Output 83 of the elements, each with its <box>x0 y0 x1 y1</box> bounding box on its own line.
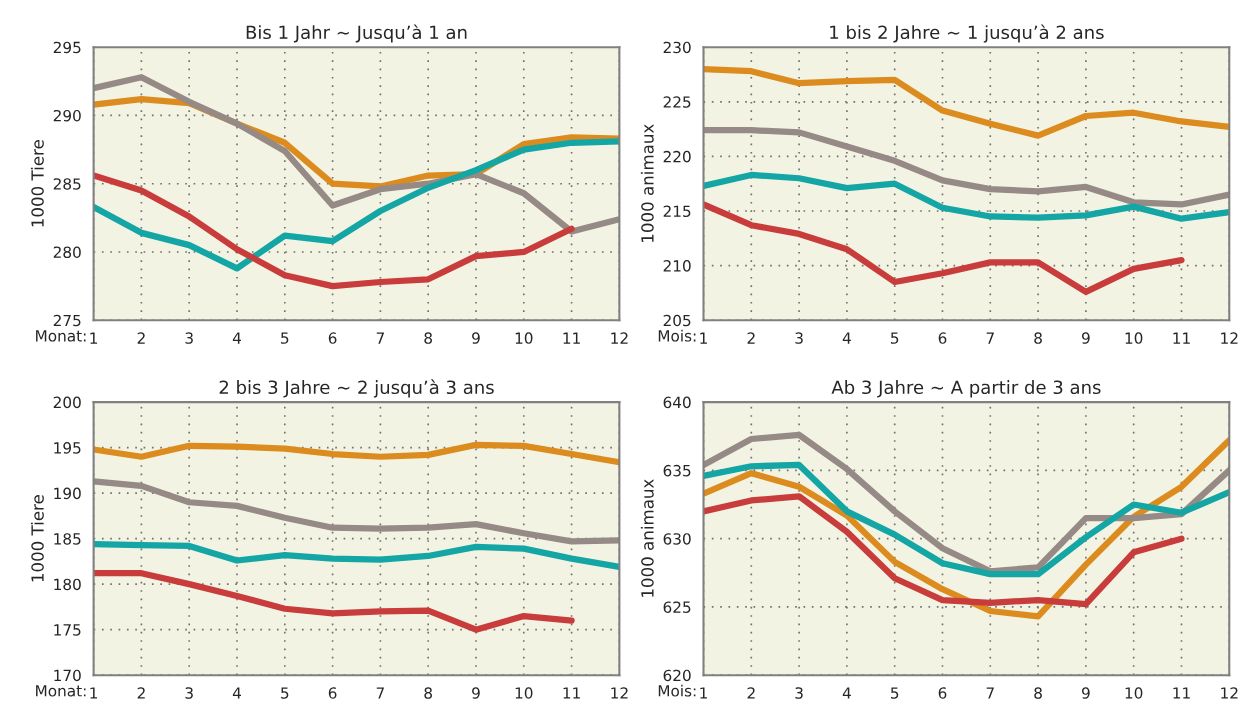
y-tick-label: 220 <box>663 150 691 163</box>
x-tick-label: 3 <box>185 687 193 699</box>
x-tick-label: 6 <box>938 687 947 699</box>
x-tick-label: 4 <box>842 332 851 344</box>
x-tick-label: 8 <box>1034 687 1042 699</box>
y-tick-label: 190 <box>54 487 81 500</box>
y-tick-label: 630 <box>663 533 691 545</box>
y-tick-label: 200 <box>53 396 81 409</box>
chart-title: 2 bis 3 Jahre ~ 2 jusqu’à 3 ans <box>219 379 494 398</box>
x-tick-label: 2 <box>747 332 755 344</box>
x-tick-label: 7 <box>986 687 994 699</box>
x-tick-label: 8 <box>1034 332 1042 344</box>
x-tick-label: 1 <box>700 332 707 344</box>
y-tick-label: 175 <box>54 624 81 636</box>
y-tick-label: 290 <box>53 109 81 122</box>
x-tick-label: 10 <box>1125 687 1143 699</box>
x-tick-label: 10 <box>515 687 533 699</box>
x-tick-label: 12 <box>1221 332 1238 344</box>
x-tick-label: 11 <box>563 332 580 344</box>
x-tick-label: 4 <box>232 687 241 699</box>
y-tick-label: 210 <box>663 260 691 272</box>
x-tick-label: 9 <box>1081 332 1090 344</box>
x-tick-label: 7 <box>376 332 384 344</box>
chart-title: Bis 1 Jahr ~ Jusqu’à 1 an <box>246 24 467 43</box>
x-tick-label: 3 <box>185 332 193 344</box>
y-tick-label: 180 <box>54 578 81 591</box>
x-tick-label: 11 <box>563 687 580 699</box>
x-tick-label: 9 <box>472 687 480 699</box>
x-tick-label: 6 <box>328 687 337 699</box>
x-tick-label: 4 <box>842 687 851 699</box>
x-tick-label: 12 <box>1221 687 1238 699</box>
x-tick-label: 3 <box>795 687 803 699</box>
x-tick-label: 12 <box>611 332 628 344</box>
x-tick-label: 9 <box>472 332 480 344</box>
x-tick-label: 5 <box>891 332 899 344</box>
x-tick-label: 11 <box>1173 687 1190 699</box>
x-tick-label: 8 <box>424 332 432 344</box>
x-axis-title: Monat: <box>36 685 86 697</box>
x-tick-label: 5 <box>891 687 899 699</box>
x-tick-label: 3 <box>795 332 803 344</box>
x-tick-label: 1 <box>90 687 98 699</box>
x-tick-label: 5 <box>281 332 289 344</box>
y-tick-label: 620 <box>663 669 691 682</box>
y-tick-label: 205 <box>663 314 691 327</box>
x-tick-label: 4 <box>232 332 241 344</box>
chart-title: 1 bis 2 Jahre ~ 1 jusqu’à 2 ans <box>830 24 1104 43</box>
y-axis-title: 1000 animaux <box>640 479 654 597</box>
chart-title: Ab 3 Jahre ~ A partir de 3 ans <box>831 380 1101 398</box>
y-tick-label: 185 <box>54 533 81 545</box>
y-tick-label: 195 <box>54 442 81 454</box>
x-tick-label: 2 <box>137 687 145 699</box>
y-tick-label: 230 <box>663 41 691 54</box>
x-tick-label: 2 <box>137 332 145 344</box>
y-tick-label: 225 <box>663 96 691 108</box>
x-tick-label: 11 <box>1173 332 1190 344</box>
x-tick-label: 1 <box>700 687 707 699</box>
x-axis-title: Mois: <box>658 329 696 342</box>
x-tick-label: 2 <box>747 687 755 699</box>
x-tick-label: 12 <box>611 687 628 699</box>
x-tick-label: 8 <box>424 687 432 699</box>
x-tick-label: 7 <box>986 332 994 344</box>
y-tick-label: 295 <box>53 41 81 54</box>
x-tick-label: 10 <box>515 332 533 344</box>
x-tick-label: 10 <box>1125 332 1143 344</box>
y-tick-label: 170 <box>54 669 81 682</box>
y-axis-title: 1000 Tiere <box>30 495 44 582</box>
y-tick-label: 635 <box>663 464 691 477</box>
y-axis-title: 1000 Tiere <box>30 140 44 227</box>
x-tick-label: 9 <box>1081 687 1090 699</box>
y-tick-label: 275 <box>53 314 81 327</box>
x-axis-title: Mois: <box>658 684 696 697</box>
x-tick-label: 1 <box>90 332 98 344</box>
x-tick-label: 5 <box>281 687 289 699</box>
x-tick-label: 7 <box>376 687 384 699</box>
y-tick-label: 625 <box>663 601 691 613</box>
y-tick-label: 215 <box>663 205 691 218</box>
y-tick-label: 640 <box>663 396 691 409</box>
y-tick-label: 280 <box>53 246 81 258</box>
y-tick-label: 285 <box>53 178 81 190</box>
x-tick-label: 6 <box>938 332 947 344</box>
x-tick-label: 6 <box>328 332 337 344</box>
y-axis-title: 1000 animaux <box>640 124 654 242</box>
x-axis-title: Monat: <box>36 330 86 342</box>
